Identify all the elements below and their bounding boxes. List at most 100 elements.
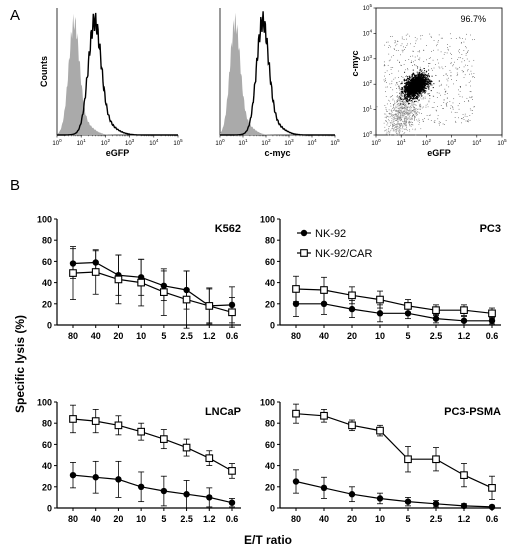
grey-event — [417, 111, 419, 112]
grey-event — [395, 124, 397, 125]
grey-event — [421, 107, 423, 109]
sparse-event — [433, 121, 435, 123]
tick-exp: 2 — [428, 138, 431, 143]
tick-exp: 3 — [132, 138, 135, 143]
grey-event — [392, 116, 394, 118]
sparse-event — [384, 105, 386, 106]
grey-event — [414, 128, 416, 130]
sparse-event — [437, 118, 439, 120]
tick-exp: 5 — [369, 3, 372, 8]
sparse-event — [455, 38, 457, 39]
grey-event — [395, 113, 397, 114]
sparse-event — [411, 60, 412, 62]
grey-event — [409, 111, 411, 113]
dense-event — [428, 76, 430, 78]
sparse-event — [443, 99, 445, 101]
grey-event — [401, 114, 403, 116]
sparse-event — [467, 50, 469, 52]
y-tick-label-1: 20 — [265, 299, 275, 309]
dense-event — [414, 88, 416, 90]
dense-event — [422, 91, 424, 93]
dense-event — [418, 75, 420, 77]
sparse-event — [386, 110, 387, 112]
sparse-event — [469, 108, 471, 110]
data-point — [182, 443, 191, 452]
tick-exp: 3 — [369, 54, 372, 59]
tick-base: 10 — [363, 108, 370, 114]
sparse-event — [459, 86, 461, 87]
dense-event — [420, 87, 422, 89]
dense-event — [406, 78, 408, 80]
dense-event — [406, 89, 408, 91]
sparse-event — [449, 69, 451, 71]
sparse-event — [388, 47, 389, 48]
sparse-event — [464, 60, 465, 62]
grey-event — [404, 108, 406, 110]
dense-event — [413, 82, 415, 84]
grey-event — [406, 117, 408, 119]
dense-event — [423, 81, 425, 83]
dense-event — [414, 79, 416, 81]
grey-event — [402, 110, 404, 112]
sparse-event — [471, 73, 473, 75]
dense-event — [424, 78, 426, 80]
dense-event — [412, 77, 414, 79]
grey-event — [394, 126, 396, 128]
sparse-event — [445, 120, 447, 121]
dense-event — [413, 81, 415, 83]
sparse-event — [414, 106, 415, 108]
sparse-event — [444, 91, 446, 93]
legend-marker — [300, 229, 308, 237]
grey-event — [385, 116, 387, 118]
grey-event — [406, 111, 408, 113]
dense-event — [424, 72, 426, 74]
grey-event — [398, 113, 400, 115]
grey-event — [427, 106, 429, 108]
sparse-event — [400, 45, 402, 47]
dense-event — [412, 79, 414, 81]
dense-event — [428, 73, 430, 75]
grey-event — [398, 119, 400, 121]
grey-event — [399, 134, 401, 135]
dense-event — [408, 88, 410, 90]
sparse-event — [399, 62, 400, 64]
grey-event — [414, 118, 415, 119]
dense-event — [406, 92, 408, 94]
series-nk-92 — [69, 248, 236, 325]
grey-event — [398, 108, 400, 110]
dense-event — [413, 86, 415, 88]
dense-event — [421, 75, 423, 77]
grey-event — [404, 118, 406, 120]
sparse-event — [394, 107, 396, 109]
grey-event — [397, 125, 399, 127]
grey-event — [395, 130, 397, 132]
sparse-event — [458, 108, 460, 110]
grey-event — [402, 112, 404, 114]
dense-event — [405, 90, 407, 92]
sparse-event — [391, 96, 393, 97]
grey-event — [403, 133, 405, 134]
sparse-event — [465, 38, 466, 40]
sparse-event — [403, 39, 405, 40]
grey-event — [398, 111, 400, 113]
dense-event — [407, 81, 409, 83]
grey-event — [398, 105, 400, 107]
data-point — [292, 409, 300, 418]
grey-event — [409, 100, 411, 102]
grey-event — [403, 113, 405, 115]
x-tick-label-3: 10 — [136, 331, 146, 341]
sparse-event — [450, 62, 452, 64]
grey-event — [396, 126, 398, 127]
grey-event — [390, 129, 392, 131]
grey-event — [393, 104, 395, 106]
dotplot-A3: 10010010110110210210310310410410510596.7… — [350, 3, 507, 158]
sparse-event — [455, 67, 457, 69]
sparse-event — [386, 111, 388, 112]
grey-event — [408, 113, 410, 115]
tick-exp: 0 — [222, 138, 225, 143]
y-tick-label-3: 60 — [42, 440, 52, 450]
sparse-event — [386, 70, 388, 72]
data-point — [137, 483, 145, 490]
sparse-event — [470, 80, 471, 82]
dense-event — [416, 92, 418, 94]
